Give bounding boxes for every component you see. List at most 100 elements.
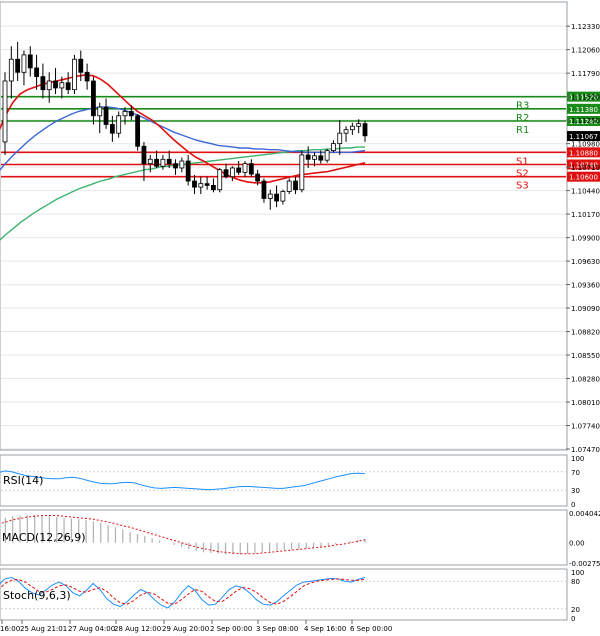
level-price-box	[567, 116, 600, 127]
y-tick-label: 1.09090	[571, 305, 600, 313]
price-axis: 1.12330 1.12060 1.11790 1.11520 1.11250 1.109…	[566, 23, 600, 454]
current-price-label: 1.11067	[569, 133, 598, 141]
macd-tick-label: -0.002755	[569, 560, 600, 568]
level-name-r2: R2	[516, 113, 529, 124]
candle	[40, 63, 46, 99]
macd-label: MACD(12,26,9)	[2, 531, 86, 544]
candle	[135, 114, 141, 151]
candle-body	[362, 123, 368, 137]
candle-body	[274, 193, 279, 202]
candle	[185, 154, 191, 186]
candle	[331, 140, 336, 153]
candle-body	[293, 180, 298, 191]
y-tick-label: 1.10440	[571, 188, 600, 196]
candle	[59, 76, 65, 99]
candle-body	[198, 183, 204, 188]
candle	[248, 159, 254, 177]
y-tick-label: 1.07470	[571, 446, 600, 454]
candle	[324, 148, 330, 163]
macd-indicator: 0.004042 0.00 -0.002755	[0, 510, 600, 568]
candle	[122, 107, 128, 125]
level-price-box	[567, 91, 600, 102]
candle	[116, 111, 122, 138]
stoch-panel-frame	[0, 568, 568, 621]
candle	[34, 54, 39, 90]
candle-body	[286, 180, 292, 192]
candle	[349, 122, 355, 135]
x-tick-label: 3 Sep 08:00	[256, 625, 298, 633]
candle	[211, 178, 216, 193]
candle-body	[128, 111, 134, 117]
x-tick-label: 2 Sep 00:00	[210, 625, 252, 633]
candle-body	[166, 158, 172, 165]
candle-body	[27, 54, 33, 69]
candle-body	[337, 132, 343, 145]
candle	[78, 50, 84, 81]
ma-mid-line	[0, 106, 366, 172]
candle-body	[343, 129, 349, 134]
grid-lines	[1, 25, 566, 450]
rsi-indicator: 100 70 30 0	[0, 455, 584, 509]
candle	[318, 150, 324, 164]
candle	[280, 189, 286, 205]
y-tick-label: 1.09900	[571, 235, 600, 243]
candle	[160, 154, 166, 170]
level-name-s3: S3	[516, 181, 529, 192]
x-tick-label: 4 Sep 16:00	[304, 625, 346, 633]
level-price-label: 1.10740	[569, 162, 598, 170]
candle-body	[229, 167, 235, 178]
candle-body	[261, 180, 267, 199]
candle	[286, 178, 292, 195]
rsi-tick-label: 30	[571, 487, 580, 495]
candle	[141, 141, 147, 182]
level-price-box	[567, 103, 600, 114]
candle	[15, 41, 21, 81]
candle-body	[53, 80, 58, 89]
rsi-line	[0, 470, 366, 491]
candle	[53, 67, 58, 95]
candle-body	[312, 155, 317, 160]
level-price-label: 1.10880	[569, 149, 598, 157]
level-name-r1: R1	[516, 125, 529, 136]
candle	[236, 161, 242, 175]
candle-body	[242, 163, 248, 173]
candle	[2, 72, 8, 155]
candle-body	[217, 169, 223, 191]
stoch-tick-label: 20	[571, 606, 580, 614]
rsi-tick-label: 100	[571, 455, 584, 463]
candle-body	[299, 154, 305, 191]
x-tick-label: 16:00	[0, 625, 20, 633]
candle	[103, 98, 109, 129]
candle-body	[46, 80, 52, 91]
candle	[362, 121, 368, 142]
candle-body	[72, 58, 77, 91]
candle-body	[349, 125, 355, 131]
x-tick-label: 25 Aug 21:01	[20, 625, 67, 633]
y-tick-label: 1.08010	[571, 399, 600, 407]
candle-body	[34, 67, 39, 78]
x-tick-label: 28 Aug 12:00	[114, 625, 161, 633]
candle	[312, 152, 317, 167]
candle	[166, 150, 172, 168]
level-price-box	[567, 171, 600, 182]
y-tick-label: 1.10710	[571, 164, 600, 172]
candle	[84, 63, 90, 90]
candle	[21, 50, 27, 86]
stoch-k-line	[0, 576, 366, 609]
candle-body	[147, 158, 153, 165]
candle	[97, 102, 103, 134]
x-tick-label: 6 Sep 00:00	[350, 625, 392, 633]
y-tick-label: 1.07740	[571, 423, 600, 431]
candle-body	[223, 169, 229, 178]
candle-body	[236, 167, 242, 173]
candle-body	[185, 160, 191, 182]
stoch-tick-label: 100	[571, 569, 584, 577]
candle-body	[78, 58, 84, 73]
candle-body	[154, 158, 159, 167]
candle-body	[91, 80, 96, 117]
candlesticks	[2, 41, 368, 210]
rsi-tick-label: 0	[571, 501, 575, 509]
y-tick-label: 1.11520	[571, 94, 600, 102]
candle	[179, 157, 185, 173]
